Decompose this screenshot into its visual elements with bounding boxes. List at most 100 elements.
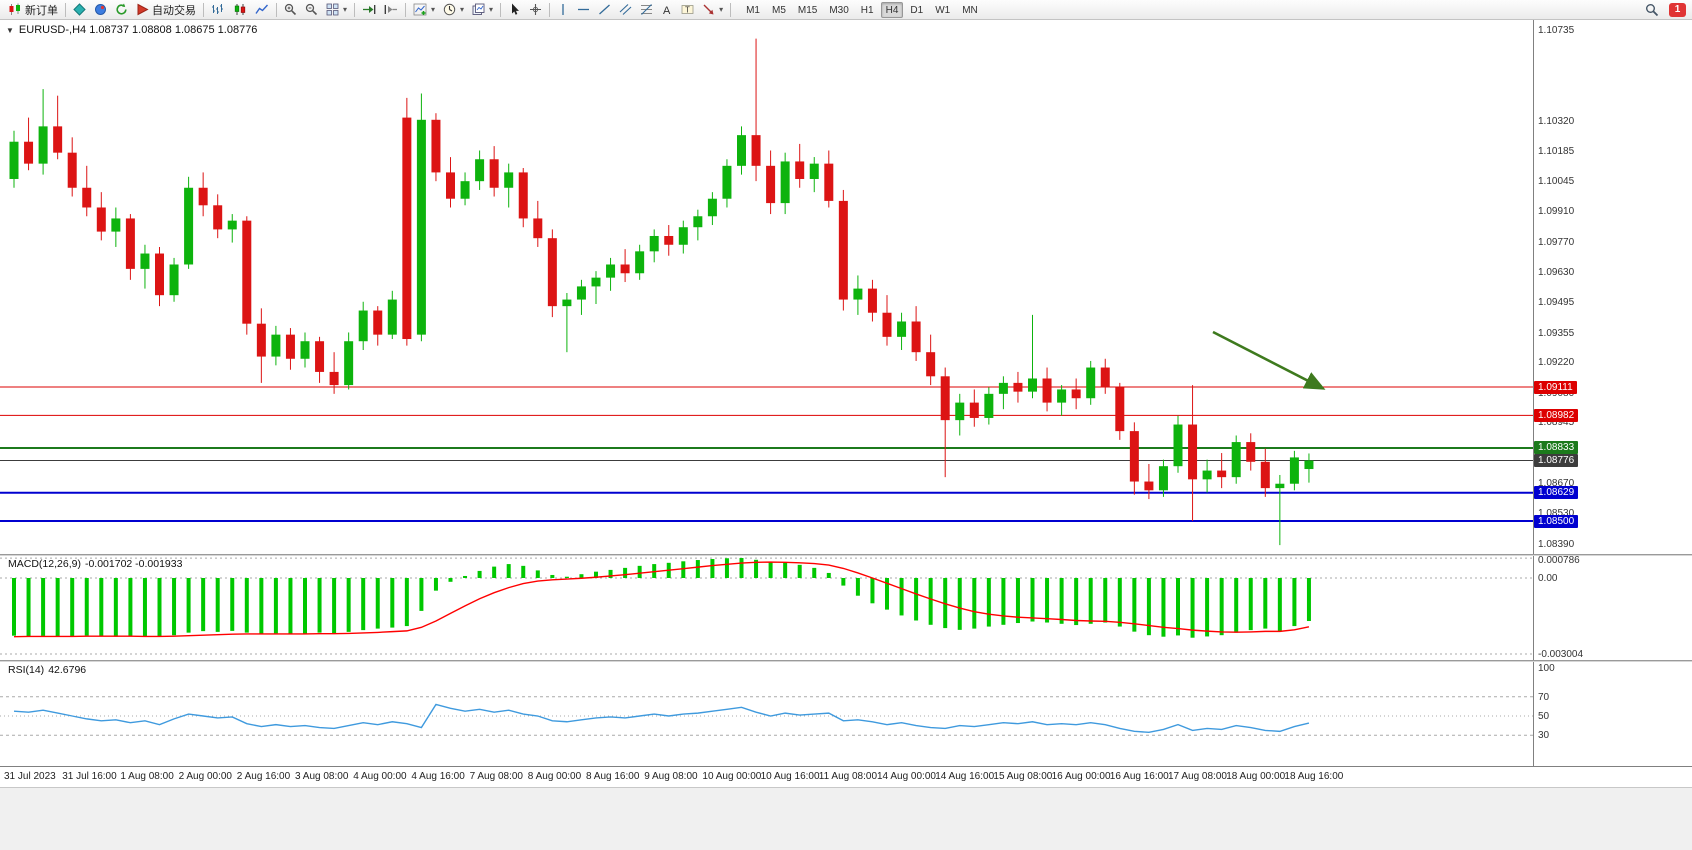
bar-chart-mode-button[interactable] [207,1,229,18]
text-label-icon: T [681,5,694,15]
market-watch-button[interactable] [69,1,90,18]
line-chart-mode-button[interactable] [251,1,273,18]
macd-signal-line [13,561,1310,638]
zoom-in-button[interactable] [280,1,301,18]
timeframe-button-H1[interactable]: H1 [860,4,874,16]
crosshair-button[interactable] [525,1,546,18]
timeframe-button-D1[interactable]: D1 [910,4,924,16]
auto-trading-button[interactable]: 自动交易 [132,1,200,18]
chart-menu-triangle[interactable]: ▼ [6,25,14,35]
candle-body-bull [737,135,746,166]
candle-body-bull [344,341,354,386]
macd-histogram-bar [492,566,497,578]
candle-body-bear [1260,461,1270,489]
timeframe-button-M15[interactable]: M15 [797,4,818,16]
candle-body-bull [635,251,645,274]
annotation-arrow[interactable] [1212,330,1326,390]
macd-histogram-bar [70,578,75,637]
candle-body-bear [1071,389,1081,399]
new-order-button[interactable]: 新订单 [4,1,62,18]
refresh-button[interactable] [111,1,132,18]
auto-scroll-button[interactable] [358,1,380,18]
fibonacci-tool-button[interactable] [636,1,657,18]
horizontal-line-tool-button[interactable] [573,1,594,18]
macd-histogram-bar [957,578,962,630]
candle-body-bear [620,264,630,274]
candle-body-bull [169,264,179,296]
price-tag-1.09111: 1.09111 [1534,380,1577,394]
templates-button[interactable] [468,1,497,18]
text-label-tool-button[interactable]: T [677,1,698,18]
candle-body-bear [926,352,936,377]
rsi-canvas[interactable] [0,662,1533,766]
search-button[interactable] [1641,1,1663,18]
macd-pane[interactable]: MACD(12,26,9) -0.001702 -0.001933 [0,556,1533,660]
price-axis-label: 1.09770 [1538,236,1575,248]
text-tool-button[interactable]: A [657,1,677,18]
candlestick-mode-button[interactable] [229,1,251,18]
macd-histogram-bar [1234,578,1239,633]
macd-histogram-bar [855,578,860,596]
candle-body-bear [1115,387,1125,432]
arrows-tool-button[interactable] [698,1,727,18]
templates-icon [472,3,485,15]
tile-windows-button[interactable] [322,1,351,18]
price-chart-canvas[interactable] [0,20,1533,554]
periods-button[interactable] [439,1,468,18]
indicators-button[interactable] [409,1,439,18]
timeframe-button-M5[interactable]: M5 [771,4,786,16]
candle-body-bull [853,288,863,300]
rsi-pane[interactable]: RSI(14) 42.6796 [0,662,1533,766]
time-axis-label: 1 Aug 08:00 [120,771,174,782]
main-chart-pane[interactable]: ▼ EURUSD-,H4 1.08737 1.08808 1.08675 1.0… [0,20,1533,554]
timeframe-button-M1[interactable]: M1 [746,4,760,16]
svg-text:A: A [663,5,671,16]
macd-histogram-bar [433,578,438,591]
macd-histogram-bar [535,570,540,578]
candle-body-bear [795,161,805,179]
equidistant-channel-tool-button[interactable] [615,1,636,18]
candle-body-bear [489,159,499,188]
notification-badge[interactable]: 1 [1669,2,1686,17]
candle-body-bull [227,220,237,230]
candle-body-bull [707,198,717,217]
toolbar-separator [405,2,407,17]
vertical-line-tool-button[interactable] [553,1,573,18]
candle-body-bull [576,286,586,300]
rsi-line [13,703,1310,734]
chart-shift-button[interactable] [380,1,402,18]
candle-body-bull [504,172,514,188]
candle-body-bear [911,321,921,353]
timeframe-button-M30[interactable]: M30 [829,4,849,16]
auto-trading-label: 自动交易 [152,4,196,17]
pane-separator[interactable] [0,554,1692,556]
macd-histogram-bar [1001,578,1006,625]
macd-histogram-bar [26,578,31,637]
market-watch-icon [73,3,86,16]
zoom-out-button[interactable] [301,1,322,18]
line-chart-icon [255,4,269,14]
price-axis[interactable]: 1.10735 1.10320 1.10185 1.10045 1.09910 1.097… [1533,20,1692,766]
trendline-tool-button[interactable] [594,1,615,18]
macd-histogram-bar [928,578,933,625]
candle-body-bull [416,119,426,335]
time-axis-label: 10 Aug 16:00 [760,771,820,782]
signals-button[interactable] [90,1,111,18]
time-axis[interactable]: 31 Jul 2023 31 Jul 16:00 1 Aug 08:00 2 Aug … [0,766,1692,787]
candle-body-bear [431,119,441,173]
trendline-icon [599,4,610,15]
cursor-button[interactable] [504,1,525,18]
macd-histogram-bar [986,578,991,627]
candle-body-bull [591,277,601,287]
chart-title-ohlc: EURUSD-,H4 1.08737 1.08808 1.08675 1.087… [18,24,258,36]
timeframe-button-MN[interactable]: MN [962,4,978,16]
time-axis-label: 8 Aug 00:00 [527,771,582,782]
main-toolbar: 新订单 自动交易 [0,0,1692,20]
timeframe-button-H4[interactable]: H4 [880,1,904,18]
timeframe-button-W1[interactable]: W1 [935,4,951,16]
macd-histogram-bar [1306,578,1311,622]
macd-histogram-bar [681,561,686,578]
time-axis-label: 31 Jul 2023 [4,771,56,782]
pane-separator[interactable] [0,660,1692,662]
macd-canvas[interactable] [0,556,1533,660]
